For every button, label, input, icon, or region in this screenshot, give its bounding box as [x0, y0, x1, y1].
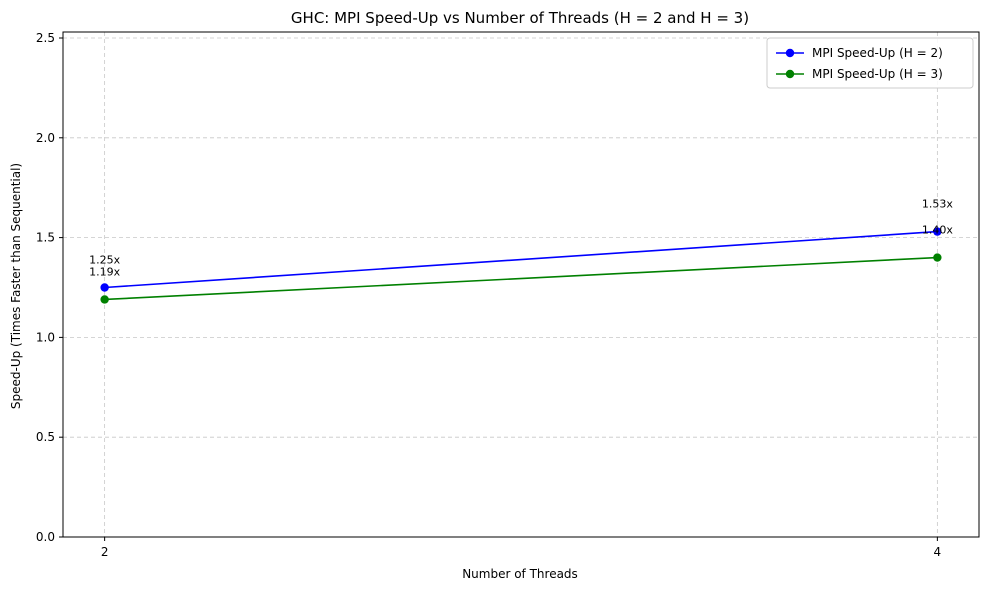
y-tick-label: 2.5 — [36, 31, 55, 45]
data-label: 1.25x — [89, 253, 120, 266]
series-line — [104, 256, 938, 301]
legend-swatch-marker — [785, 48, 795, 58]
series-line — [104, 230, 938, 289]
data-point — [100, 283, 109, 292]
y-tick-label: 2.0 — [36, 131, 55, 145]
data-label: 1.40x — [922, 224, 953, 237]
x-tick-label: 4 — [934, 545, 942, 559]
y-tick-label: 1.0 — [36, 330, 55, 344]
grid-lines — [63, 32, 979, 538]
data-label: 1.53x — [922, 198, 953, 211]
y-tick-label: 1.5 — [36, 231, 55, 245]
legend-box — [766, 37, 974, 89]
legend: MPI Speed-Up (H = 2) MPI Speed-Up (H = 3) — [766, 37, 974, 89]
axis-ticks: 0.0 0.5 1.0 1.5 2.0 2.5 2 4 — [36, 31, 941, 559]
data-labels: 1.25x 1.53x 1.19x 1.40x — [89, 198, 953, 279]
legend-label: MPI Speed-Up (H = 2) — [812, 46, 943, 60]
legend-swatch-marker — [785, 69, 795, 79]
data-point — [933, 227, 942, 236]
plot-area-frame — [62, 31, 980, 538]
series-layer — [100, 227, 942, 304]
y-tick-label: 0.0 — [36, 530, 55, 544]
chart-title: GHC: MPI Speed-Up vs Number of Threads (… — [291, 9, 749, 27]
data-label: 1.19x — [89, 265, 120, 278]
data-point — [100, 295, 109, 304]
x-axis-label: Number of Threads — [462, 567, 578, 581]
x-tick-label: 2 — [101, 545, 109, 559]
legend-label: MPI Speed-Up (H = 3) — [812, 67, 943, 81]
y-axis-label: Speed-Up (Times Faster than Sequential) — [9, 163, 23, 409]
data-point — [933, 253, 942, 262]
y-tick-label: 0.5 — [36, 430, 55, 444]
